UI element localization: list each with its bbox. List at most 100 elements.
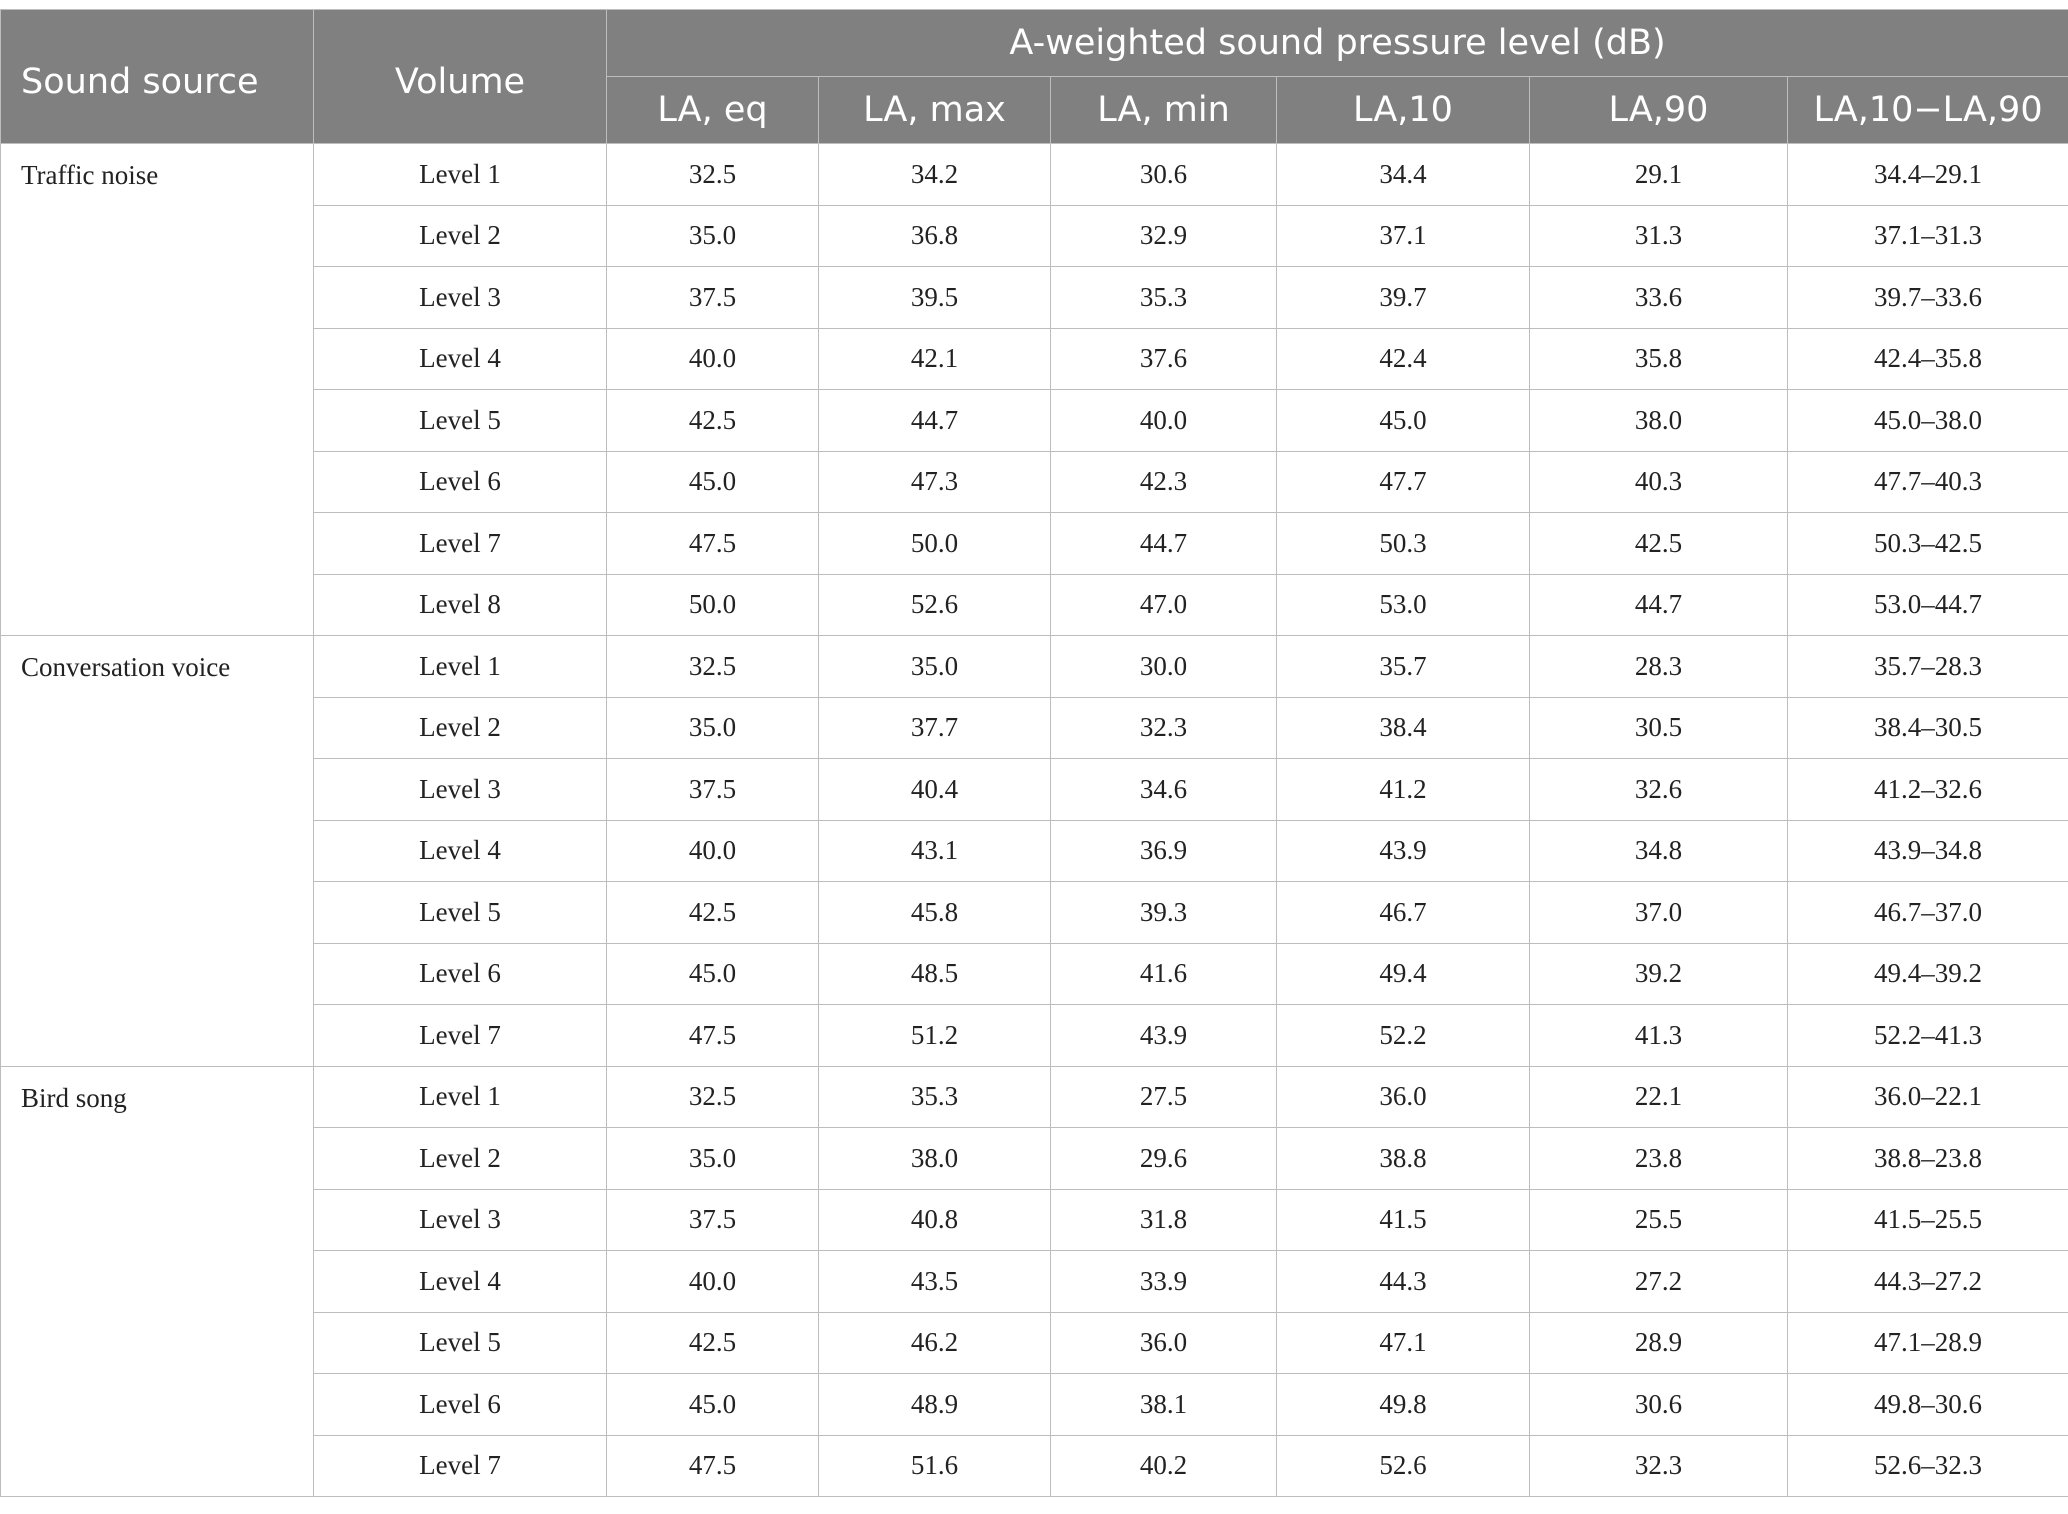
value-cell: 52.2 bbox=[1276, 1004, 1530, 1067]
table-row: Bird song Level 1 32.5 35.3 27.5 36.0 22.1 36.0… bbox=[0, 1065, 2068, 1497]
value-cell: 49.8–30.6 bbox=[1786, 1373, 2068, 1436]
value-cell: 37.0 bbox=[1529, 881, 1788, 944]
value-cell: 47.5 bbox=[606, 1434, 819, 1497]
value-cell: 46.7–37.0 bbox=[1786, 881, 2068, 944]
value-cell: 35.3 bbox=[1050, 266, 1277, 329]
value-cell: 30.6 bbox=[1529, 1373, 1788, 1436]
value-cell: 44.7 bbox=[818, 389, 1051, 452]
value-cell: 45.0 bbox=[606, 1373, 819, 1436]
value-cell: 40.0 bbox=[1050, 389, 1277, 452]
value-cell: 40.3 bbox=[1529, 450, 1788, 513]
value-cell: 29.6 bbox=[1050, 1127, 1277, 1190]
value-cell: 37.7 bbox=[818, 696, 1051, 759]
value-cell: 50.0 bbox=[606, 573, 819, 636]
value-cell: 39.5 bbox=[818, 266, 1051, 329]
table-row: Level 3 37.5 39.5 35.3 39.7 33.6 39.7–33.6 bbox=[1, 266, 2068, 329]
volume-cell: Level 4 bbox=[313, 819, 607, 882]
table-row: Level 3 37.5 40.4 34.6 41.2 32.6 41.2–32.6 bbox=[1, 758, 2068, 821]
value-cell: 44.3 bbox=[1276, 1250, 1530, 1313]
volume-cell: Level 6 bbox=[313, 942, 607, 1005]
value-cell: 47.5 bbox=[606, 1004, 819, 1067]
value-cell: 42.1 bbox=[818, 327, 1051, 390]
value-cell: 34.2 bbox=[818, 143, 1051, 206]
table-row: Level 6 45.0 48.5 41.6 49.4 39.2 49.4–39.2 bbox=[1, 942, 2068, 1005]
value-cell: 42.5 bbox=[606, 389, 819, 452]
value-cell: 37.5 bbox=[606, 1188, 819, 1251]
value-cell: 45.0–38.0 bbox=[1786, 389, 2068, 452]
value-cell: 34.8 bbox=[1529, 819, 1788, 882]
value-cell: 40.0 bbox=[606, 1250, 819, 1313]
value-cell: 36.8 bbox=[818, 204, 1051, 267]
value-cell: 46.7 bbox=[1276, 881, 1530, 944]
value-cell: 38.0 bbox=[1529, 389, 1788, 452]
value-cell: 30.5 bbox=[1529, 696, 1788, 759]
table-row: Level 2 35.0 38.0 29.6 38.8 23.8 38.8–23.8 bbox=[1, 1127, 2068, 1190]
value-cell: 52.2–41.3 bbox=[1786, 1004, 2068, 1067]
volume-cell: Level 2 bbox=[313, 1127, 607, 1190]
value-cell: 43.9–34.8 bbox=[1786, 819, 2068, 882]
value-cell: 45.0 bbox=[606, 450, 819, 513]
value-cell: 47.3 bbox=[818, 450, 1051, 513]
value-cell: 32.3 bbox=[1050, 696, 1277, 759]
value-cell: 39.7–33.6 bbox=[1786, 266, 2068, 329]
value-cell: 33.6 bbox=[1529, 266, 1788, 329]
value-cell: 48.5 bbox=[818, 942, 1051, 1005]
value-cell: 49.8 bbox=[1276, 1373, 1530, 1436]
value-cell: 47.5 bbox=[606, 512, 819, 575]
value-cell: 47.1–28.9 bbox=[1786, 1311, 2068, 1374]
value-cell: 53.0–44.7 bbox=[1786, 573, 2068, 636]
value-cell: 38.1 bbox=[1050, 1373, 1277, 1436]
value-cell: 48.9 bbox=[818, 1373, 1051, 1436]
value-cell: 37.6 bbox=[1050, 327, 1277, 390]
value-cell: 37.1 bbox=[1276, 204, 1530, 267]
header-volume: Volume bbox=[313, 9, 607, 144]
value-cell: 49.4–39.2 bbox=[1786, 942, 2068, 1005]
value-cell: 36.0 bbox=[1050, 1311, 1277, 1374]
volume-cell: Level 5 bbox=[313, 881, 607, 944]
value-cell: 38.8–23.8 bbox=[1786, 1127, 2068, 1190]
value-cell: 41.2 bbox=[1276, 758, 1530, 821]
volume-cell: Level 5 bbox=[313, 389, 607, 452]
value-cell: 52.6–32.3 bbox=[1786, 1434, 2068, 1497]
volume-cell: Level 2 bbox=[313, 696, 607, 759]
value-cell: 40.2 bbox=[1050, 1434, 1277, 1497]
table-row: Level 6 45.0 47.3 42.3 47.7 40.3 47.7–40.3 bbox=[1, 450, 2068, 513]
value-cell: 30.6 bbox=[1050, 143, 1277, 206]
value-cell: 39.2 bbox=[1529, 942, 1788, 1005]
value-cell: 42.4 bbox=[1276, 327, 1530, 390]
sound-source-cell: Bird song bbox=[0, 1065, 314, 1497]
value-cell: 35.0 bbox=[606, 1127, 819, 1190]
table-row: Level 7 47.5 51.2 43.9 52.2 41.3 52.2–41.3 bbox=[1, 1004, 2068, 1067]
value-cell: 49.4 bbox=[1276, 942, 1530, 1005]
value-cell: 38.8 bbox=[1276, 1127, 1530, 1190]
volume-cell: Level 7 bbox=[313, 1434, 607, 1497]
value-cell: 47.1 bbox=[1276, 1311, 1530, 1374]
table-row: Level 6 45.0 48.9 38.1 49.8 30.6 49.8–30.6 bbox=[1, 1373, 2068, 1436]
header-la-90: LA,90 bbox=[1529, 76, 1788, 144]
volume-cell: Level 7 bbox=[313, 1004, 607, 1067]
header-sound-source: Sound source bbox=[0, 9, 314, 144]
table-row: Level 5 42.5 46.2 36.0 47.1 28.9 47.1–28.9 bbox=[1, 1311, 2068, 1374]
value-cell: 32.5 bbox=[606, 143, 819, 206]
volume-cell: Level 3 bbox=[313, 266, 607, 329]
value-cell: 47.7–40.3 bbox=[1786, 450, 2068, 513]
value-cell: 50.3 bbox=[1276, 512, 1530, 575]
value-cell: 52.6 bbox=[818, 573, 1051, 636]
table-body: Traffic noise Level 1 32.5 34.2 30.6 34.4 29.1… bbox=[0, 143, 2068, 1497]
value-cell: 46.2 bbox=[818, 1311, 1051, 1374]
value-cell: 50.0 bbox=[818, 512, 1051, 575]
value-cell: 40.8 bbox=[818, 1188, 1051, 1251]
volume-cell: Level 3 bbox=[313, 1188, 607, 1251]
value-cell: 32.9 bbox=[1050, 204, 1277, 267]
value-cell: 25.5 bbox=[1529, 1188, 1788, 1251]
value-cell: 30.0 bbox=[1050, 635, 1277, 698]
value-cell: 37.5 bbox=[606, 266, 819, 329]
table-row: Level 5 42.5 45.8 39.3 46.7 37.0 46.7–37.0 bbox=[1, 881, 2068, 944]
value-cell: 40.4 bbox=[818, 758, 1051, 821]
table-row: Level 8 50.0 52.6 47.0 53.0 44.7 53.0–44.7 bbox=[1, 573, 2068, 636]
volume-cell: Level 1 bbox=[313, 635, 607, 698]
value-cell: 32.6 bbox=[1529, 758, 1788, 821]
value-cell: 33.9 bbox=[1050, 1250, 1277, 1313]
value-cell: 42.4–35.8 bbox=[1786, 327, 2068, 390]
table-row: Level 7 47.5 50.0 44.7 50.3 42.5 50.3–42.5 bbox=[1, 512, 2068, 575]
